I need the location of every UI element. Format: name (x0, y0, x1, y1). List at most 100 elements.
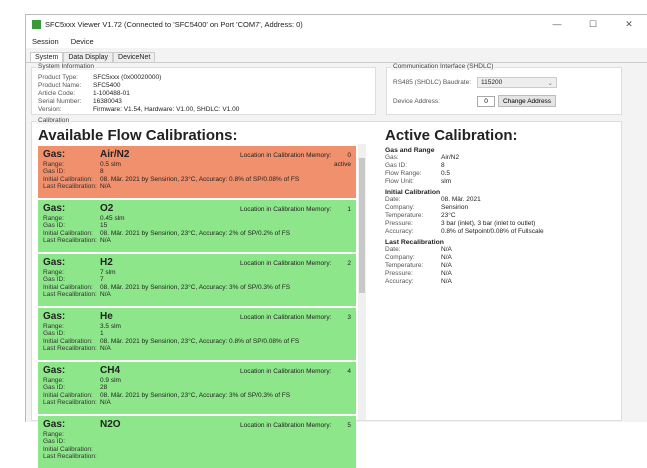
baudrate-select[interactable]: 115200 ⌄ (477, 77, 557, 88)
active-row-value: Air/N2 (441, 154, 460, 161)
calibration-card[interactable]: Gas: CH4 Location in Calibration Memory: 4… (38, 362, 356, 414)
calibration-card[interactable]: Gas: Air/N2 Location in Calibration Memor… (38, 146, 356, 198)
active-row: Flow Unit: slm (385, 178, 615, 186)
minimize-button[interactable]: — (552, 19, 562, 29)
tab-bar: System Data Display DeviceNet (26, 52, 647, 63)
active-heading: Active Calibration: (385, 127, 518, 144)
active-row: Gas: Air/N2 (385, 154, 615, 162)
gas-name: CH4 (100, 365, 121, 376)
range-value: 7 slm (100, 269, 116, 276)
device-address-input[interactable] (477, 95, 495, 107)
active-row-value: slm (441, 178, 452, 185)
tab-devicenet[interactable]: DeviceNet (113, 52, 156, 62)
active-row-value: 3 bar (inlet), 3 bar (inlet to outlet) (441, 220, 536, 227)
title-bar: SFC5xxx Viewer V1.72 (Connected to 'SFC5… (26, 15, 647, 34)
active-row-value: 0.5 (441, 170, 451, 177)
row-value: SFC5xxx (0x00020000) (93, 74, 162, 81)
calibration-title: Calibration (36, 117, 72, 124)
last-label: Last Recalibration: (43, 399, 97, 407)
range-label: Range: (43, 323, 64, 330)
row-value: 1-100488-01 (93, 90, 130, 97)
active-section-title: Gas and Range (385, 147, 435, 154)
location-value: 4 (347, 368, 351, 375)
maximize-button[interactable]: ☐ (588, 19, 598, 29)
active-row-label: Accuracy: (385, 228, 414, 235)
gas-name: N2O (100, 419, 121, 430)
active-row-label: Accuracy: (385, 278, 414, 285)
active-row-label: Flow Unit: (385, 178, 414, 185)
tab-system[interactable]: System (30, 52, 64, 62)
range-label: Range: (43, 377, 64, 384)
initial-value: 08. Mär. 2021 by Sensirion, 23°C, Accura… (100, 229, 291, 237)
last-value: N/A (100, 237, 111, 245)
active-row: Accuracy: 0.8% of Setpoint/0.08% of Fulls… (385, 228, 615, 236)
calibration-card[interactable]: Gas: H2 Location in Calibration Memory: 2 … (38, 254, 356, 306)
gasid-value: 15 (100, 222, 108, 230)
calibration-card[interactable]: Gas: N2O Location in Calibration Memory: 5… (38, 416, 356, 468)
initial-label: Initial Calibration: (43, 283, 93, 291)
calibration-card[interactable]: Gas: He Location in Calibration Memory: 3 … (38, 308, 356, 360)
close-button[interactable]: ✕ (625, 19, 633, 29)
active-row-value: N/A (441, 246, 452, 253)
gasid-label: Gas ID: (43, 168, 66, 176)
active-row-value: N/A (441, 278, 452, 285)
app-icon (32, 20, 41, 29)
tab-data-display[interactable]: Data Display (63, 52, 114, 62)
gasid-value: 28 (100, 384, 108, 392)
active-row-value: N/A (441, 262, 452, 269)
calibration-card[interactable]: Gas: O2 Location in Calibration Memory: 1 … (38, 200, 356, 252)
active-row-label: Company: (385, 254, 415, 261)
baud-label: RS485 (SHDLC) Baudrate: (393, 79, 472, 86)
last-label: Last Recalibration: (43, 291, 97, 299)
location-label: Location in Calibration Memory: 3 (239, 314, 351, 321)
range-label: Range: (43, 161, 64, 168)
active-row-value: 0.8% of Setpoint/0.08% of Fullscale (441, 228, 544, 235)
initial-label: Initial Calibration: (43, 175, 93, 183)
active-row: Date: N/A (385, 246, 615, 254)
last-value: N/A (100, 345, 111, 353)
active-row-label: Company: (385, 204, 415, 211)
active-row-label: Date: (385, 196, 401, 203)
active-row-value: Sensirion (441, 204, 469, 211)
initial-value: 08. Mär. 2021 by Sensirion, 23°C, Accura… (100, 391, 291, 399)
active-row-label: Date: (385, 246, 401, 253)
range-value: 3.5 slm (100, 323, 121, 330)
active-row-label: Flow Range: (385, 170, 422, 177)
range-label: Range: (43, 431, 64, 438)
last-label: Last Recalibration: (43, 183, 97, 191)
active-row: Flow Range: 0.5 (385, 170, 615, 178)
menu-bar: Session Device (26, 34, 647, 48)
last-value: N/A (100, 399, 111, 407)
menu-session[interactable]: Session (32, 36, 59, 46)
calibration-group: Calibration Available Flow Calibrations:… (31, 117, 622, 468)
address-label: Device Address: (393, 97, 440, 105)
system-info-title: System Information (36, 63, 96, 70)
active-row-label: Gas: (385, 154, 399, 161)
last-label: Last Recalibration: (43, 237, 97, 245)
row-label: Product Name: (38, 82, 82, 89)
change-address-button[interactable]: Change Address (498, 95, 557, 107)
location-value: 1 (347, 206, 351, 213)
system-info-row: Serial Number: 16380043 (38, 98, 369, 106)
active-row: Temperature: N/A (385, 262, 615, 270)
active-row: Accuracy: N/A (385, 278, 615, 286)
scrollbar-thumb[interactable] (359, 158, 365, 293)
comm-group: Communication Interface (SHDLC) RS485 (S… (386, 63, 622, 115)
scrollbar[interactable] (358, 144, 366, 420)
active-row-value: 08. Mär. 2021 (441, 196, 481, 203)
location-label: Location in Calibration Memory: 4 (239, 368, 351, 375)
active-section-title: Initial Calibration (385, 189, 441, 196)
row-label: Article Code: (38, 90, 76, 97)
row-label: Serial Number: (38, 98, 82, 105)
system-info-row: Product Name: SFC5400 (38, 82, 369, 90)
active-row: Company: Sensirion (385, 204, 615, 212)
initial-label: Initial Calibration: (43, 229, 93, 237)
row-value: SFC5400 (93, 82, 121, 89)
initial-label: Initial Calibration: (43, 445, 93, 453)
system-info-group: System Information Product Type: SFC5xxx … (31, 63, 376, 115)
menu-device[interactable]: Device (70, 36, 94, 46)
gas-name: H2 (100, 257, 113, 268)
gas-name: O2 (100, 203, 114, 214)
active-row-value: N/A (441, 270, 452, 277)
active-section-title: Last Recalibration (385, 239, 444, 246)
